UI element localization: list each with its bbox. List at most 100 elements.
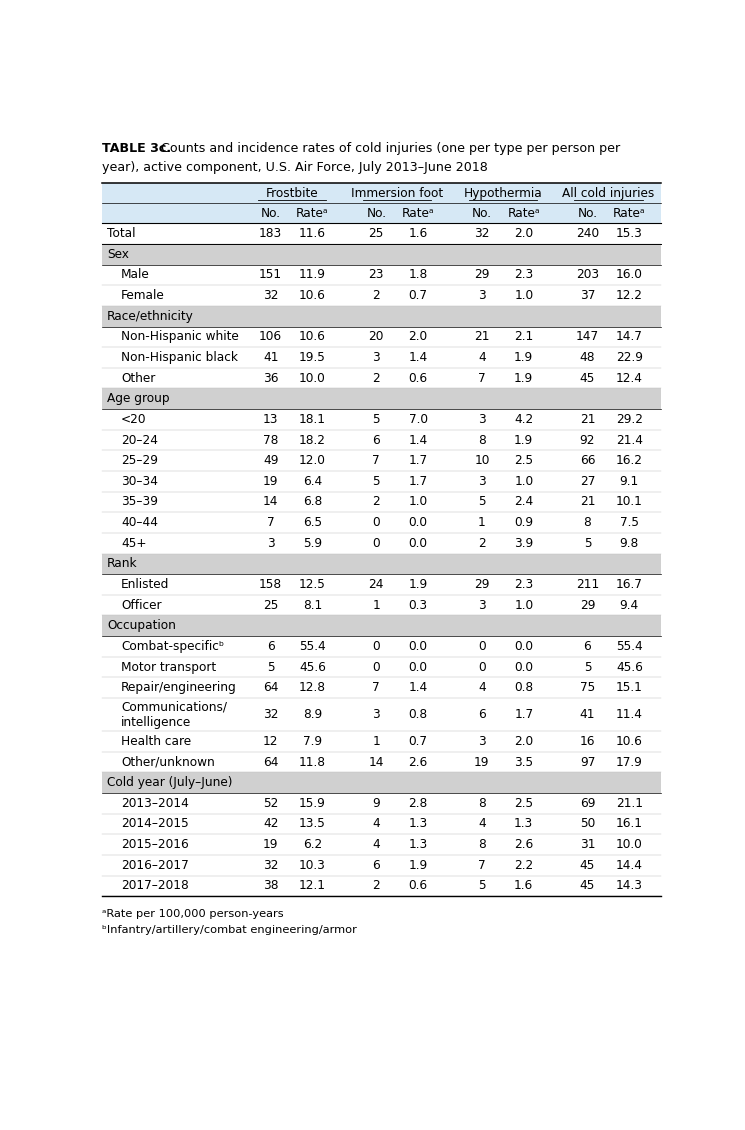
Text: Total: Total xyxy=(107,227,136,241)
Text: 25–29: 25–29 xyxy=(121,454,158,467)
Text: 12.4: 12.4 xyxy=(616,372,643,384)
Text: 2: 2 xyxy=(478,537,486,549)
Text: 32: 32 xyxy=(263,709,279,721)
Text: 7: 7 xyxy=(372,454,380,467)
Text: 3: 3 xyxy=(478,412,486,426)
Text: 14: 14 xyxy=(263,495,279,508)
Bar xyxy=(102,389,662,409)
Text: Immersion foot: Immersion foot xyxy=(351,186,443,200)
Text: Repair/engineering: Repair/engineering xyxy=(121,681,237,694)
Text: 25: 25 xyxy=(369,227,384,241)
Text: Counts and incidence rates of cold injuries (one per type per person per: Counts and incidence rates of cold injur… xyxy=(156,141,620,155)
Text: 16.7: 16.7 xyxy=(616,579,643,591)
Text: 1.3: 1.3 xyxy=(408,838,428,851)
Text: 1.8: 1.8 xyxy=(408,269,428,281)
Text: 25: 25 xyxy=(263,599,279,611)
Text: 10.6: 10.6 xyxy=(299,330,326,344)
Text: 10.1: 10.1 xyxy=(616,495,643,508)
Text: 2016–2017: 2016–2017 xyxy=(121,859,188,871)
Text: 0.3: 0.3 xyxy=(408,599,428,611)
Text: 64: 64 xyxy=(263,756,279,768)
Text: 12: 12 xyxy=(263,734,279,748)
Text: 3: 3 xyxy=(372,709,380,721)
Text: 7.0: 7.0 xyxy=(409,412,428,426)
Text: 7: 7 xyxy=(478,859,486,871)
Text: Race/ethnicity: Race/ethnicity xyxy=(107,310,194,323)
Text: 1.7: 1.7 xyxy=(514,709,533,721)
Text: 0.9: 0.9 xyxy=(514,516,533,529)
Text: 10.0: 10.0 xyxy=(616,838,643,851)
Text: Female: Female xyxy=(121,289,165,302)
Text: 6: 6 xyxy=(583,640,592,653)
Text: 2013–2014: 2013–2014 xyxy=(121,797,189,810)
Text: 38: 38 xyxy=(263,879,279,893)
Text: 2.1: 2.1 xyxy=(514,330,533,344)
Text: 0.6: 0.6 xyxy=(408,372,428,384)
Text: Hypothermia: Hypothermia xyxy=(463,186,542,200)
Text: 5.9: 5.9 xyxy=(303,537,322,549)
Text: 2.3: 2.3 xyxy=(514,579,533,591)
Text: 11.8: 11.8 xyxy=(299,756,326,768)
Text: 2.3: 2.3 xyxy=(514,269,533,281)
Text: 16.1: 16.1 xyxy=(616,817,643,831)
Text: 30–34: 30–34 xyxy=(121,475,158,488)
Text: 5: 5 xyxy=(478,879,486,893)
Text: Cold year (July–June): Cold year (July–June) xyxy=(107,776,232,789)
Text: 9.1: 9.1 xyxy=(620,475,639,488)
Text: 1.0: 1.0 xyxy=(514,289,533,302)
Text: 1.3: 1.3 xyxy=(514,817,533,831)
Text: No.: No. xyxy=(261,207,281,220)
Text: 42: 42 xyxy=(263,817,279,831)
Text: Rateᵃ: Rateᵃ xyxy=(507,207,540,220)
Text: 7: 7 xyxy=(372,681,380,694)
Text: 31: 31 xyxy=(580,838,595,851)
Text: 3: 3 xyxy=(372,351,380,364)
Text: 4: 4 xyxy=(372,838,380,851)
Text: 2: 2 xyxy=(372,289,380,302)
Text: Occupation: Occupation xyxy=(107,619,176,633)
Text: 0.7: 0.7 xyxy=(409,734,428,748)
Text: 21: 21 xyxy=(580,495,595,508)
Text: 23: 23 xyxy=(369,269,384,281)
Text: 1.4: 1.4 xyxy=(408,351,428,364)
Text: 2014–2015: 2014–2015 xyxy=(121,817,188,831)
Text: 1: 1 xyxy=(372,599,380,611)
Text: 8: 8 xyxy=(478,797,486,810)
Text: 1: 1 xyxy=(372,734,380,748)
Text: 21: 21 xyxy=(580,412,595,426)
Text: 35–39: 35–39 xyxy=(121,495,158,508)
Text: Other/unknown: Other/unknown xyxy=(121,756,215,768)
Text: Frostbite: Frostbite xyxy=(265,186,318,200)
Text: 9.8: 9.8 xyxy=(620,537,639,549)
Text: 0.0: 0.0 xyxy=(409,516,428,529)
Text: 6: 6 xyxy=(372,859,380,871)
Text: 0: 0 xyxy=(372,640,380,653)
Text: 32: 32 xyxy=(474,227,489,241)
Text: 97: 97 xyxy=(580,756,595,768)
Text: 92: 92 xyxy=(580,434,595,446)
Text: 29.2: 29.2 xyxy=(616,412,643,426)
Text: 211: 211 xyxy=(576,579,599,591)
Text: 158: 158 xyxy=(259,579,282,591)
Text: Rank: Rank xyxy=(107,557,138,571)
Text: 0.8: 0.8 xyxy=(514,681,533,694)
Text: 15.3: 15.3 xyxy=(616,227,643,241)
Text: Other: Other xyxy=(121,372,155,384)
Text: 15.1: 15.1 xyxy=(616,681,643,694)
Text: Communications/: Communications/ xyxy=(121,701,227,713)
Text: 0.0: 0.0 xyxy=(514,661,533,673)
Text: No.: No. xyxy=(577,207,597,220)
Text: 2.6: 2.6 xyxy=(408,756,428,768)
Text: 5: 5 xyxy=(583,661,592,673)
Text: 1.9: 1.9 xyxy=(514,351,533,364)
Text: Officer: Officer xyxy=(121,599,162,611)
Text: 2: 2 xyxy=(372,372,380,384)
Text: 13.5: 13.5 xyxy=(299,817,326,831)
Text: 45: 45 xyxy=(580,859,595,871)
Text: 4: 4 xyxy=(478,817,486,831)
Text: 24: 24 xyxy=(369,579,384,591)
Text: year), active component, U.S. Air Force, July 2013–June 2018: year), active component, U.S. Air Force,… xyxy=(102,160,488,174)
Text: 55.4: 55.4 xyxy=(299,640,326,653)
Text: intelligence: intelligence xyxy=(121,715,191,729)
Text: 6.8: 6.8 xyxy=(303,495,322,508)
